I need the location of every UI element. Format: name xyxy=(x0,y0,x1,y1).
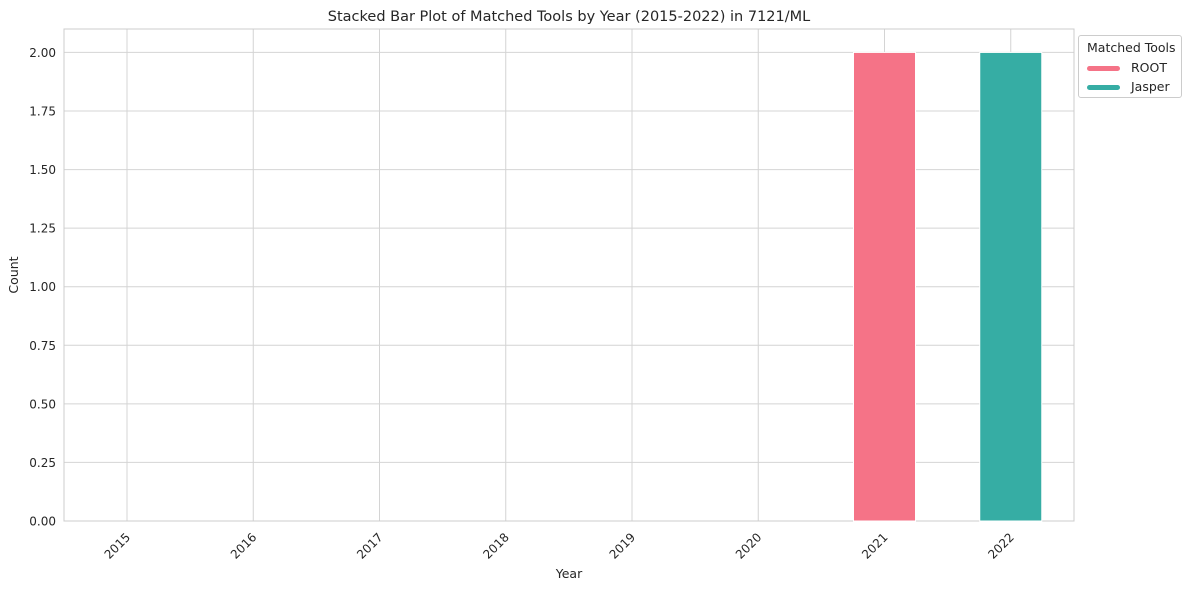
legend-title: Matched Tools xyxy=(1087,40,1176,55)
legend-swatch-jasper xyxy=(1087,85,1120,90)
y-axis-label: Count xyxy=(6,256,21,293)
x-tick-label: 2015 xyxy=(102,530,133,561)
y-tick-labels: 0.00 0.25 0.50 0.75 1.00 1.25 1.50 1.75 2.00 xyxy=(29,46,56,529)
legend-swatch-root xyxy=(1087,66,1120,71)
legend-label-jasper: Jasper xyxy=(1131,79,1170,94)
bar-jasper-2022 xyxy=(979,51,1043,522)
bars xyxy=(853,51,1043,522)
y-tick-label: 0.25 xyxy=(29,456,56,470)
x-tick-label: 2019 xyxy=(607,530,638,561)
y-tick-label: 2.00 xyxy=(29,46,56,60)
legend-label-root: ROOT xyxy=(1131,60,1167,75)
x-tick-labels: 2015 2016 2017 2018 2019 2020 2021 2022 xyxy=(102,530,1017,561)
x-tick-label: 2022 xyxy=(985,530,1016,561)
x-axis-label: Year xyxy=(555,566,583,581)
x-tick-label: 2018 xyxy=(480,530,511,561)
y-tick-label: 0.00 xyxy=(29,515,56,529)
legend: Matched Tools ROOT Jasper xyxy=(1078,35,1182,98)
y-tick-label: 1.25 xyxy=(29,222,56,236)
x-tick-label: 2017 xyxy=(354,530,385,561)
x-tick-label: 2016 xyxy=(228,530,259,561)
legend-item-root: ROOT xyxy=(1087,60,1179,76)
plot-area-frame xyxy=(63,28,1075,522)
chart-title: Stacked Bar Plot of Matched Tools by Yea… xyxy=(328,9,810,25)
bar-root-2021 xyxy=(853,51,916,522)
x-tick-label: 2021 xyxy=(859,530,890,561)
legend-item-jasper: Jasper xyxy=(1087,79,1179,95)
y-tick-label: 1.00 xyxy=(29,280,56,294)
x-tick-label: 2020 xyxy=(733,530,764,561)
y-tick-label: 1.75 xyxy=(29,105,56,119)
y-tick-label: 0.75 xyxy=(29,339,56,353)
y-tick-label: 0.50 xyxy=(29,397,56,411)
grid xyxy=(64,29,1074,522)
y-tick-label: 1.50 xyxy=(29,163,56,177)
